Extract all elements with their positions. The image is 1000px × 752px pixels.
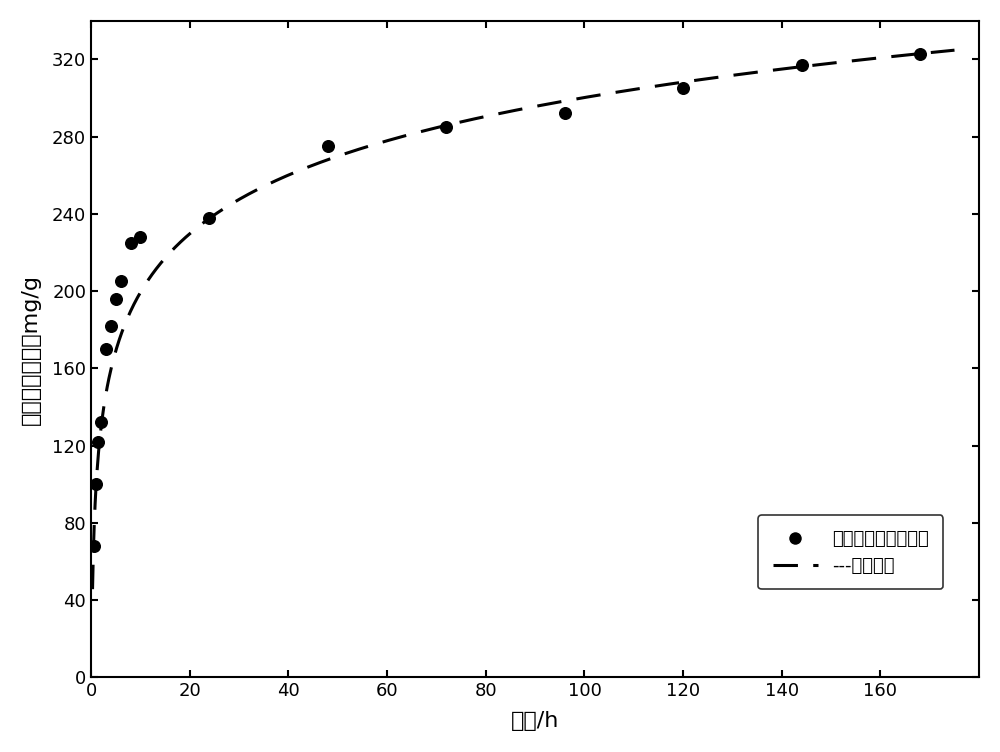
Point (113, 275, 129, 287)
X-axis label: 释放/h: 释放/h (511, 711, 559, 731)
Point (320, 141, 336, 153)
Point (438, 121, 454, 133)
Point (108, 293, 124, 305)
Point (132, 231, 148, 243)
Y-axis label: 碳源累积释放量mg/g: 碳源累积释放量mg/g (21, 274, 41, 425)
Point (912, 47, 928, 59)
Point (98, 343, 114, 355)
Point (794, 59, 810, 71)
Point (201, 212, 217, 224)
Point (88, 478, 104, 490)
Point (90, 435, 106, 447)
Point (675, 83, 691, 95)
Point (103, 320, 119, 332)
Point (93, 417, 109, 429)
Legend: 碱加热处理玉米秸秵, ---拟合曲线: 碱加热处理玉米秸秵, ---拟合曲线 (758, 515, 943, 590)
Point (123, 237, 139, 249)
Point (86, 540, 102, 552)
Point (557, 108, 573, 120)
